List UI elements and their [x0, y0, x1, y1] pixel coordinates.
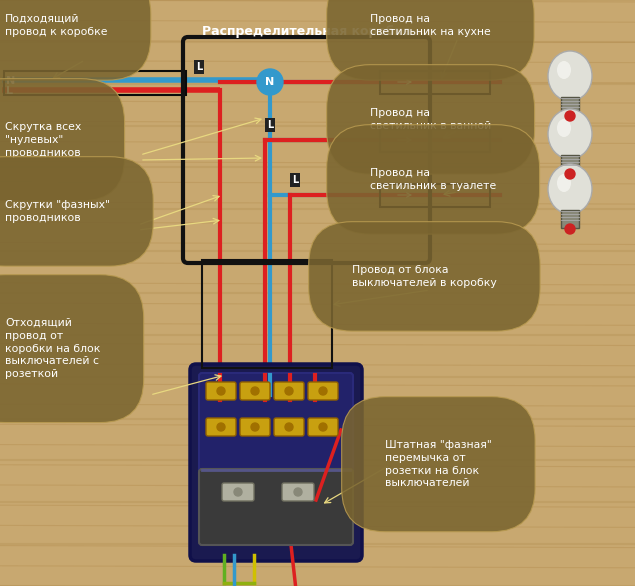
Ellipse shape — [557, 61, 571, 79]
FancyBboxPatch shape — [308, 382, 338, 400]
FancyBboxPatch shape — [274, 382, 304, 400]
Circle shape — [565, 111, 575, 121]
Text: N: N — [6, 76, 15, 86]
Circle shape — [565, 224, 575, 234]
Text: L: L — [6, 86, 13, 96]
FancyBboxPatch shape — [561, 155, 579, 173]
Text: L: L — [196, 62, 203, 72]
FancyBboxPatch shape — [190, 364, 362, 561]
Ellipse shape — [548, 109, 592, 159]
Circle shape — [251, 423, 259, 431]
Circle shape — [257, 69, 283, 95]
Text: Распределительная коробка: Распределительная коробка — [202, 25, 411, 38]
Ellipse shape — [548, 164, 592, 214]
Ellipse shape — [557, 174, 571, 192]
Circle shape — [285, 387, 293, 395]
Ellipse shape — [557, 119, 571, 137]
Text: Подходящий
провод к коробке: Подходящий провод к коробке — [5, 14, 107, 37]
FancyBboxPatch shape — [199, 469, 353, 545]
FancyBboxPatch shape — [282, 483, 314, 501]
Text: Отходящий
провод от
коробки на блок
выключателей с
розеткой: Отходящий провод от коробки на блок выкл… — [5, 318, 100, 379]
Text: Провод на
светильник в ванной: Провод на светильник в ванной — [370, 108, 491, 131]
Ellipse shape — [548, 51, 592, 101]
Circle shape — [217, 423, 225, 431]
Circle shape — [294, 488, 302, 496]
Text: Провод на
светильник в туалете: Провод на светильник в туалете — [370, 168, 496, 191]
Text: Штатная "фазная"
перемычка от
розетки на блок
выключателей: Штатная "фазная" перемычка от розетки на… — [385, 440, 491, 488]
FancyBboxPatch shape — [206, 382, 236, 400]
Circle shape — [565, 169, 575, 179]
Text: Скрутка всех
"нулевых"
проводников: Скрутка всех "нулевых" проводников — [5, 122, 81, 158]
Circle shape — [217, 387, 225, 395]
Text: Провод от блока
выключателей в коробку: Провод от блока выключателей в коробку — [352, 265, 497, 288]
Text: L: L — [292, 175, 298, 185]
FancyBboxPatch shape — [561, 97, 579, 115]
Circle shape — [319, 423, 327, 431]
Circle shape — [234, 488, 242, 496]
FancyBboxPatch shape — [206, 418, 236, 436]
FancyBboxPatch shape — [240, 418, 270, 436]
Circle shape — [319, 387, 327, 395]
FancyBboxPatch shape — [274, 418, 304, 436]
Text: L: L — [267, 120, 273, 130]
Circle shape — [251, 387, 259, 395]
Text: Провод на
светильник на кухне: Провод на светильник на кухне — [370, 14, 491, 37]
Circle shape — [285, 423, 293, 431]
FancyBboxPatch shape — [199, 373, 353, 474]
Text: Скрутки "фазных"
проводников: Скрутки "фазных" проводников — [5, 200, 110, 223]
FancyBboxPatch shape — [222, 483, 254, 501]
FancyBboxPatch shape — [308, 418, 338, 436]
Text: N: N — [265, 77, 274, 87]
FancyBboxPatch shape — [561, 210, 579, 228]
FancyBboxPatch shape — [240, 382, 270, 400]
